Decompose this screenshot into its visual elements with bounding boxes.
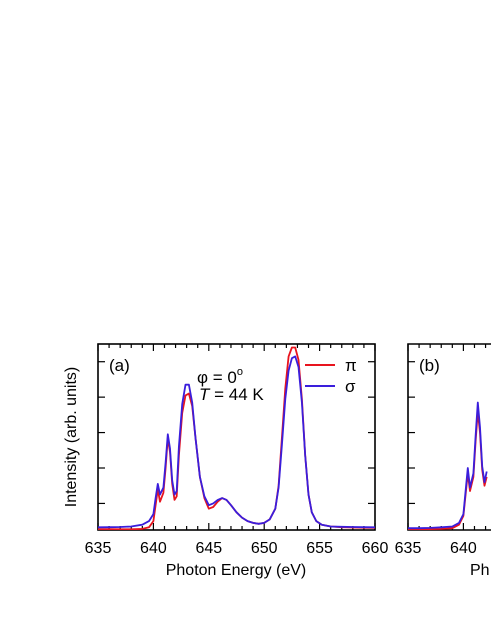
panel-b: 635 640 (b) Ph xyxy=(395,343,491,579)
x-tick-label: 640 xyxy=(450,540,477,557)
y-axis-label: Intensity (arb. units) xyxy=(63,367,80,508)
series-line-a-1 xyxy=(98,355,375,529)
series-b xyxy=(408,401,488,530)
legend-label-pi: π xyxy=(345,356,357,375)
x-tick-labels-b: 635 640 xyxy=(395,540,477,557)
plot-frame-b xyxy=(407,343,491,531)
series-line-b-1 xyxy=(408,401,488,530)
temperature-annotation: T = 44 K xyxy=(199,385,264,404)
phi-symbol: φ xyxy=(197,368,208,387)
x-tick-label: 640 xyxy=(140,540,167,557)
panel-label-b: (b) xyxy=(419,356,440,375)
phi-unit: o xyxy=(237,366,243,378)
x-tick-label: 645 xyxy=(195,540,222,557)
series-line-b-0 xyxy=(408,410,488,530)
temp-symbol: T xyxy=(199,385,211,404)
legend-label-sigma: σ xyxy=(345,377,356,396)
x-axis-label-b: Ph xyxy=(470,562,490,579)
x-tick-label: 635 xyxy=(85,540,112,557)
temp-value: = 44 K xyxy=(209,385,264,404)
x-tick-label: 655 xyxy=(306,540,333,557)
panel-label-a: (a) xyxy=(109,356,130,375)
panel-a: 635 640 645 650 655 660 (a) φ = 0o T = 44 K π… xyxy=(63,343,389,579)
x-tick-label: 660 xyxy=(362,540,389,557)
phi-annotation: φ = 0o xyxy=(197,366,243,387)
x-tick-label: 635 xyxy=(395,540,422,557)
x-tick-label: 650 xyxy=(251,540,278,557)
x-axis-label-a: Photon Energy (eV) xyxy=(166,562,307,579)
ticks-a xyxy=(97,344,376,530)
plot-frame-a xyxy=(97,343,376,531)
phi-value: = 0 xyxy=(208,368,237,387)
legend: π σ xyxy=(305,356,357,396)
x-tick-labels-a: 635 640 645 650 655 660 xyxy=(85,540,389,557)
series-a xyxy=(98,346,375,530)
